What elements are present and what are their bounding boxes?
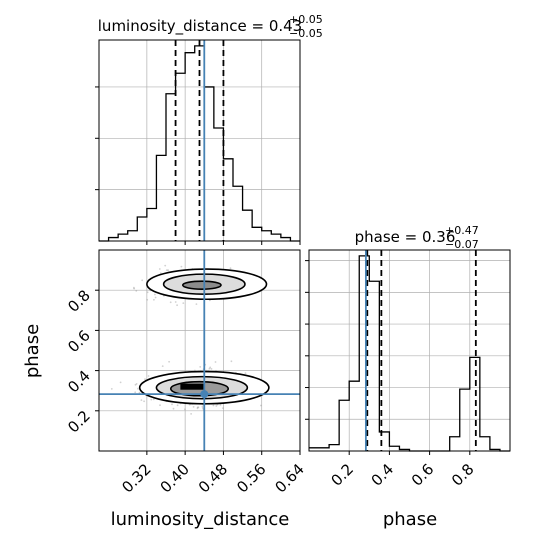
sample-point <box>196 407 199 410</box>
sample-point <box>159 272 162 274</box>
x-tick-label-phase: 0.6 <box>408 460 438 490</box>
sample-point <box>134 391 137 394</box>
title-luminosity-distance-minus: −0.05 <box>289 27 323 40</box>
y-tick-label-phase: 0.6 <box>64 327 94 357</box>
sample-point <box>172 407 175 410</box>
sample-point <box>154 293 156 296</box>
sample-point <box>134 383 137 386</box>
sample-point <box>199 366 202 368</box>
title-phase-minus: −0.07 <box>445 238 479 251</box>
title-luminosity-distance-plus: +0.05 <box>289 13 323 26</box>
x-tick-label-luminosity-distance: 0.64 <box>271 460 307 496</box>
sample-point <box>209 366 212 369</box>
sample-point <box>144 378 146 380</box>
x-tick-label-luminosity-distance: 0.40 <box>157 460 193 496</box>
sample-point <box>119 381 122 384</box>
sample-point <box>260 404 262 407</box>
sample-point <box>174 301 177 303</box>
sample-point <box>154 296 157 299</box>
title-luminosity-distance: luminosity_distance = 0.43 <box>98 17 302 36</box>
sample-point <box>212 404 215 407</box>
sample-point <box>138 391 141 394</box>
sample-point <box>140 399 143 401</box>
sample-point <box>137 387 139 390</box>
hist-luminosity-distance-panel: luminosity_distance = 0.43 +0.05 −0.05 <box>95 13 323 245</box>
x-tick-label-phase: 0.4 <box>368 460 398 490</box>
sample-point <box>176 404 179 407</box>
y-tick-label-phase: 0.8 <box>64 286 94 316</box>
sample-point <box>168 360 171 363</box>
sample-point <box>135 383 138 385</box>
sample-point <box>197 406 200 409</box>
sample-point <box>190 413 193 415</box>
contour-upper-inner <box>181 280 222 290</box>
sample-point <box>169 301 172 304</box>
x-tick-label-luminosity-distance: 0.56 <box>233 460 269 496</box>
sample-point <box>195 303 198 305</box>
sample-point <box>141 279 144 282</box>
density-core <box>180 383 205 390</box>
x-tick-label-luminosity-distance: 0.32 <box>118 460 154 496</box>
sample-point <box>143 400 146 403</box>
sample-point <box>146 298 149 301</box>
sample-point <box>196 406 199 409</box>
y-tick-label-phase: 0.4 <box>64 367 94 397</box>
sample-point <box>176 304 179 307</box>
truth-marker <box>200 390 209 399</box>
sample-point <box>164 264 167 267</box>
x-tick-label-phase: 0.8 <box>448 460 478 490</box>
hist-phase <box>309 255 510 452</box>
sample-point <box>146 291 149 294</box>
sample-point <box>184 408 186 411</box>
x-tick-label-luminosity-distance: 0.48 <box>195 460 231 496</box>
sample-point <box>135 290 138 292</box>
y-axis-label-phase: phase <box>22 324 43 378</box>
sample-point <box>153 298 155 301</box>
y-tick-label-phase: 0.2 <box>64 407 94 437</box>
sample-point <box>215 405 218 407</box>
sample-point <box>147 375 150 377</box>
sample-point <box>182 302 185 304</box>
sample-point <box>192 406 195 408</box>
sample-point <box>180 265 183 268</box>
sample-point <box>230 360 233 363</box>
sample-point <box>202 407 204 410</box>
x-tick-label-phase: 0.2 <box>327 460 357 490</box>
x-axis-label-luminosity-distance: luminosity_distance <box>111 509 290 530</box>
sample-point <box>167 269 170 272</box>
scatter-2d-panel: 0.32 0.40 0.48 0.56 0.64 0.2 0.4 0.6 0.8 <box>64 249 308 496</box>
sample-point <box>152 398 155 401</box>
sample-point <box>161 365 164 367</box>
hist-phase-panel: 0.2 0.4 0.6 0.8 phase = 0.36 +0.47 −0.07 <box>305 224 511 490</box>
sample-point <box>201 405 204 408</box>
sample-point <box>229 267 232 270</box>
sample-point <box>158 268 161 270</box>
sample-point <box>214 361 217 363</box>
sample-point <box>110 388 113 390</box>
sample-point <box>171 403 173 406</box>
sample-point <box>133 287 136 290</box>
sample-point <box>159 404 161 407</box>
sample-point <box>133 286 135 289</box>
x-axis-label-phase: phase <box>383 509 437 530</box>
title-phase-plus: +0.47 <box>445 224 479 237</box>
sample-point <box>208 367 211 370</box>
sample-point <box>219 404 222 406</box>
sample-point <box>244 372 247 374</box>
sample-point <box>150 398 153 401</box>
sample-point <box>165 269 168 271</box>
sample-point <box>222 407 224 409</box>
sample-point <box>210 368 213 370</box>
title-phase: phase = 0.36 <box>355 228 456 246</box>
